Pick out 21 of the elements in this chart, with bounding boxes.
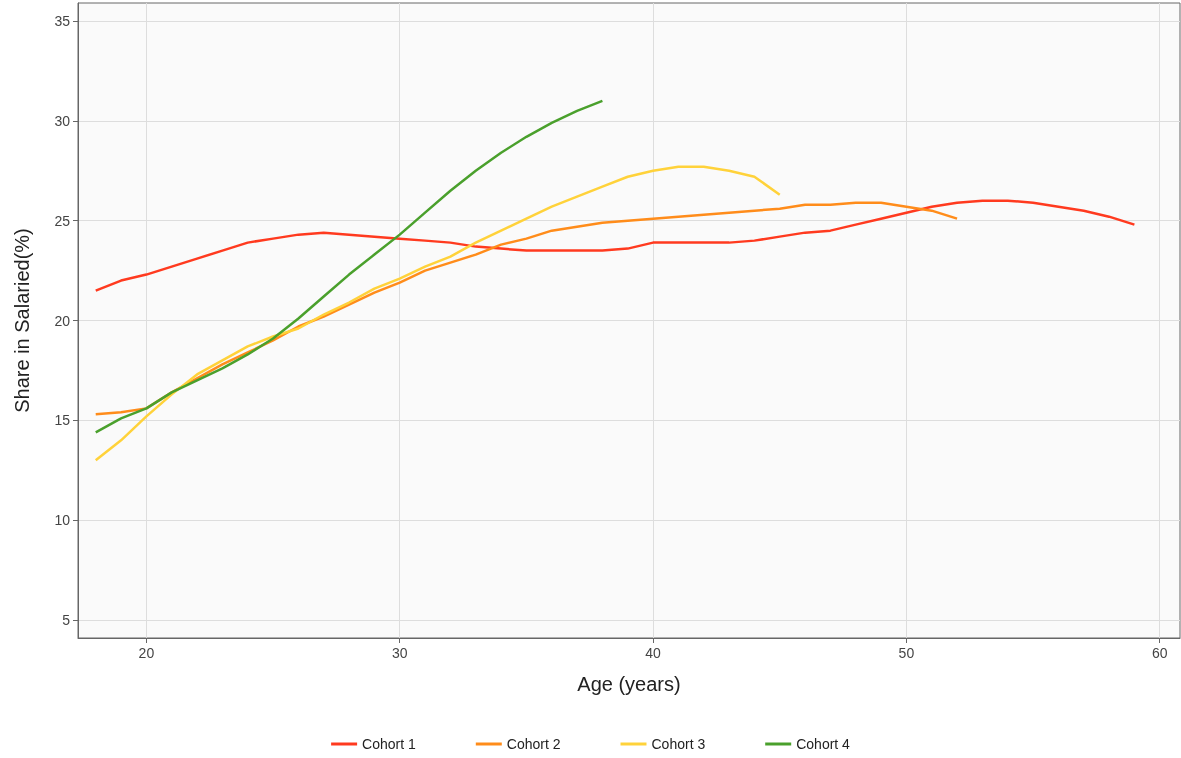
y-tick-label: 35: [54, 12, 71, 29]
y-axis-title: Share in Salaried(%): [11, 228, 33, 413]
legend-label: Cohort 1: [362, 736, 417, 752]
line-series: [94, 99, 604, 434]
x-tick-label: 60: [1151, 645, 1168, 661]
y-tick-label: 20: [54, 312, 71, 329]
y-tick-label: 25: [54, 212, 71, 229]
x-tick-label: 40: [645, 645, 662, 661]
y-tick-label: 30: [54, 112, 71, 129]
legend-label: Cohort 2: [506, 736, 561, 752]
y-tick-label: 10: [54, 512, 71, 529]
x-tick-label: 50: [898, 645, 915, 661]
x-tick-label: 20: [138, 645, 155, 661]
line-series: [94, 165, 781, 462]
x-axis-title: Age (years): [577, 673, 681, 695]
line-series: [94, 199, 1136, 292]
legend-label: Cohort 3: [651, 736, 706, 752]
x-tick-label: 30: [391, 645, 408, 661]
y-tick-label: 5: [62, 612, 71, 629]
y-tick-label: 15: [54, 412, 71, 429]
legend-label: Cohort 4: [796, 736, 851, 752]
